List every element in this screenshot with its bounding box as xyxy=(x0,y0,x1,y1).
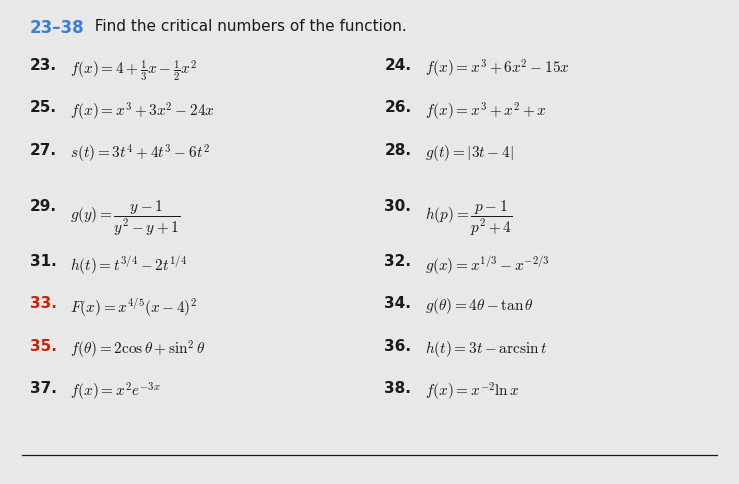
Text: 31.: 31. xyxy=(30,254,56,269)
Text: 28.: 28. xyxy=(384,142,412,157)
Text: 36.: 36. xyxy=(384,338,412,353)
Text: $f(x) = x^{-2}\ln x$: $f(x) = x^{-2}\ln x$ xyxy=(425,380,520,402)
Text: 32.: 32. xyxy=(384,254,412,269)
Text: $f(x) = x^3 + 6x^2 - 15x$: $f(x) = x^3 + 6x^2 - 15x$ xyxy=(425,58,570,80)
Text: 29.: 29. xyxy=(30,198,57,213)
Text: $h(t) = t^{3/4} - 2t^{1/4}$: $h(t) = t^{3/4} - 2t^{1/4}$ xyxy=(70,254,188,276)
Text: $g(y) = \dfrac{y-1}{y^2-y+1}$: $g(y) = \dfrac{y-1}{y^2-y+1}$ xyxy=(70,198,180,238)
Text: 25.: 25. xyxy=(30,100,57,115)
Text: 27.: 27. xyxy=(30,142,57,157)
Text: $F(x) = x^{4/5}(x-4)^2$: $F(x) = x^{4/5}(x-4)^2$ xyxy=(70,296,197,318)
Text: Find the critical numbers of the function.: Find the critical numbers of the functio… xyxy=(85,19,406,34)
Text: 37.: 37. xyxy=(30,380,56,395)
Text: $f(x) = x^2 e^{-3x}$: $f(x) = x^2 e^{-3x}$ xyxy=(70,380,161,402)
Text: $g(t) = |3t - 4|$: $g(t) = |3t - 4|$ xyxy=(425,142,514,162)
Text: $f(x) = x^3 + x^2 + x$: $f(x) = x^3 + x^2 + x$ xyxy=(425,100,547,122)
Text: 30.: 30. xyxy=(384,198,411,213)
Text: $g(\theta) = 4\theta - \tan\theta$: $g(\theta) = 4\theta - \tan\theta$ xyxy=(425,296,534,316)
Text: $h(t) = 3t - \arcsin t$: $h(t) = 3t - \arcsin t$ xyxy=(425,338,547,358)
Text: $g(x) = x^{1/3} - x^{-2/3}$: $g(x) = x^{1/3} - x^{-2/3}$ xyxy=(425,254,550,276)
Text: $s(t) = 3t^4 + 4t^3 - 6t^2$: $s(t) = 3t^4 + 4t^3 - 6t^2$ xyxy=(70,142,210,165)
Text: 34.: 34. xyxy=(384,296,411,311)
Text: 38.: 38. xyxy=(384,380,411,395)
Text: 33.: 33. xyxy=(30,296,56,311)
Text: $f(\theta) = 2\cos\theta + \sin^2\theta$: $f(\theta) = 2\cos\theta + \sin^2\theta$ xyxy=(70,338,205,360)
Text: 24.: 24. xyxy=(384,58,412,73)
Text: $f(x) = x^3 + 3x^2 - 24x$: $f(x) = x^3 + 3x^2 - 24x$ xyxy=(70,100,215,122)
Text: 23.: 23. xyxy=(30,58,57,73)
Text: 35.: 35. xyxy=(30,338,56,353)
Text: $f(x) = 4 + \frac{1}{3}x - \frac{1}{2}x^2$: $f(x) = 4 + \frac{1}{3}x - \frac{1}{2}x^… xyxy=(70,58,197,83)
Text: 23–38: 23–38 xyxy=(30,19,84,37)
Text: $h(p) = \dfrac{p-1}{p^2+4}$: $h(p) = \dfrac{p-1}{p^2+4}$ xyxy=(425,198,512,238)
Text: 26.: 26. xyxy=(384,100,412,115)
